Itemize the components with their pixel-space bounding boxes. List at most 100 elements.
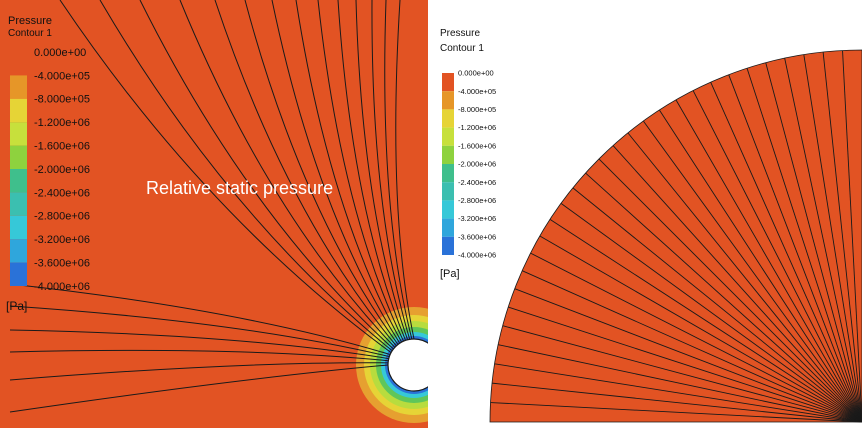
mesh-line [598,158,862,423]
mesh-line [384,0,413,340]
mesh-line [784,58,862,423]
mesh-line [549,219,862,423]
mesh-line [9,364,389,413]
legend-title-line1: Pressure [440,28,480,39]
mesh-line [295,0,403,343]
legend-title-line1: Pressure [8,15,52,27]
mesh-line [9,329,389,360]
legend-band [10,75,27,99]
mesh-line [337,0,407,341]
mesh-line [746,68,862,423]
legend-label: -1.600e+06 [34,140,90,152]
legend-label: -2.400e+06 [34,187,90,199]
mesh-line [803,54,862,423]
mesh-line [395,0,415,340]
legend-label: -2.800e+06 [458,196,496,205]
mesh-lines [490,50,862,423]
mesh-line [498,344,862,423]
mesh-line [572,187,862,423]
mesh-line [508,306,862,423]
legend-unit: [Pa] [440,268,460,280]
mesh-line [99,0,393,352]
legend-band [442,73,454,92]
legend-band [442,218,454,237]
mesh-line [728,74,862,423]
legend-label: -1.600e+06 [458,141,496,150]
legend-band [10,215,27,240]
mesh-line [490,402,862,423]
legend-band [442,91,454,110]
legend-label: -1.200e+06 [34,117,90,129]
legend-label: -1.200e+06 [458,123,496,132]
mesh-line [9,283,391,356]
legend-band [442,236,454,255]
mesh-line [139,0,394,350]
mesh-line [842,50,862,423]
mesh-line [355,0,409,340]
mesh-line [539,235,862,423]
legend-band [442,127,454,146]
mesh-line [627,132,862,423]
mesh-line [9,362,389,381]
legend-band [10,169,27,193]
mesh-line [675,99,862,423]
legend-right: Pressure Contour 1 0.000e+00 -4.000e+05 -8… [440,28,496,280]
mesh-line [659,109,862,423]
legend-title-line2: Contour 1 [8,28,52,39]
mesh-line [692,90,862,423]
mesh-line [642,120,862,423]
legend-label: -3.600e+06 [458,232,496,241]
legend-band [10,122,27,146]
legend-band [10,262,27,286]
legend-label: -2.000e+06 [458,160,496,169]
legend-band [10,239,27,263]
mesh-line [502,325,862,423]
legend-label: 0.000e+00 [458,69,494,78]
legend-band [10,192,27,216]
legend-label: -4.000e+05 [34,70,90,82]
mesh-line [214,0,397,347]
legend-label: -3.600e+06 [34,257,90,269]
mesh-line [179,0,396,348]
legend-label: -3.200e+06 [458,214,496,223]
mesh-line [560,202,862,423]
mesh-line [822,51,862,423]
legend-labels: 0.000e+00 -4.000e+05 -8.000e+05 -1.200e+06 -… [34,47,90,293]
legend-band [442,182,454,201]
legend-band [10,52,27,76]
legend-label: -4.000e+06 [458,251,496,260]
legend-band [442,164,454,183]
mesh-line [371,0,411,340]
legend-label: -8.000e+05 [34,94,90,106]
legend-colorbar [10,52,27,286]
mesh-line [9,305,390,358]
mesh-line [710,81,862,423]
legend-label: -4.000e+05 [458,87,496,96]
near-field-pressure-contour: Pressure Contour 1 0.000e+00 -4.000e+05 -8… [0,0,430,428]
legend-band [442,109,454,128]
legend-label: -2.800e+06 [34,211,90,223]
mesh-line [59,0,392,354]
mesh-line [765,62,862,423]
mesh-line [9,349,389,362]
mesh-line [244,0,399,345]
mesh-line [317,0,405,342]
legend-band [442,145,454,164]
legend-band [10,98,27,123]
mesh-line [521,270,862,423]
mesh-line [514,288,862,423]
legend-label: -2.400e+06 [458,178,496,187]
legend-left: Pressure Contour 1 0.000e+00 -4.000e+05 -8… [6,15,90,313]
mesh-line [585,172,862,423]
mesh-line [271,0,401,344]
mesh-line [612,145,862,423]
legend-unit: [Pa] [6,299,27,313]
mesh-line [530,252,862,423]
mesh-lines [9,0,415,413]
legend-band [10,145,27,169]
overlay-label: Relative static pressure [146,178,333,198]
mesh-line [494,363,862,423]
legend-label: -8.000e+05 [458,105,496,114]
legend-labels: 0.000e+00 -4.000e+05 -8.000e+05 -1.200e+06 -… [458,69,496,260]
legend-label: 0.000e+00 [34,47,86,59]
